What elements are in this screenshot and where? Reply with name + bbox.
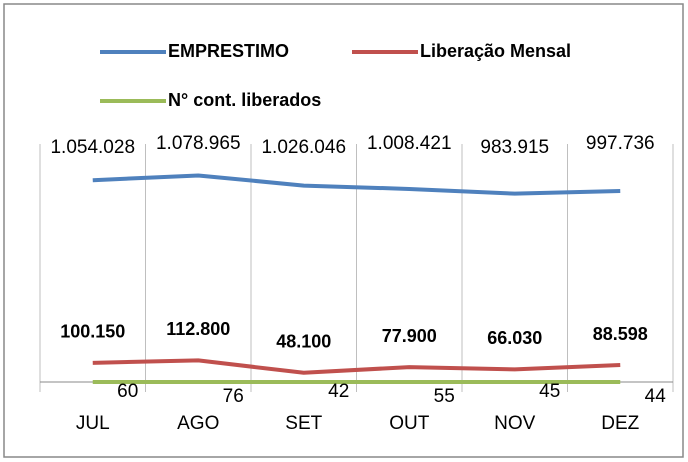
series-line [92,173,621,196]
data-label: 112.800 [166,319,230,339]
data-label: 1.054.028 [50,137,135,158]
data-label: 55 [434,386,455,407]
data-label: 45 [539,381,560,402]
data-label: 997.736 [586,133,655,154]
data-label: 100.150 [60,322,125,342]
data-label: 88.598 [593,324,648,344]
x-tick-label: SET [285,413,322,434]
data-label: 983.915 [480,137,549,158]
data-label: 1.008.421 [367,133,452,154]
data-label: 76 [223,386,244,407]
data-label: 1.078.965 [156,133,241,154]
data-label: 1.026.046 [261,137,346,158]
data-label: 42 [328,381,349,402]
x-tick-label: AGO [177,413,219,434]
data-label: 44 [645,386,667,407]
legend-label: N° cont. liberados [168,90,321,110]
data-label: 66.030 [487,328,542,348]
x-tick-label: OUT [389,413,430,434]
data-label: 77.900 [382,326,437,346]
legend-label: EMPRESTIMO [168,41,289,61]
x-tick-label: NOV [494,413,536,434]
x-tick-label: JUL [76,413,110,434]
legend-label: Liberação Mensal [420,41,571,61]
series-line [92,358,621,375]
x-tick-label: DEZ [601,413,639,434]
data-label: 48.100 [276,332,331,352]
data-label: 60 [117,381,138,402]
